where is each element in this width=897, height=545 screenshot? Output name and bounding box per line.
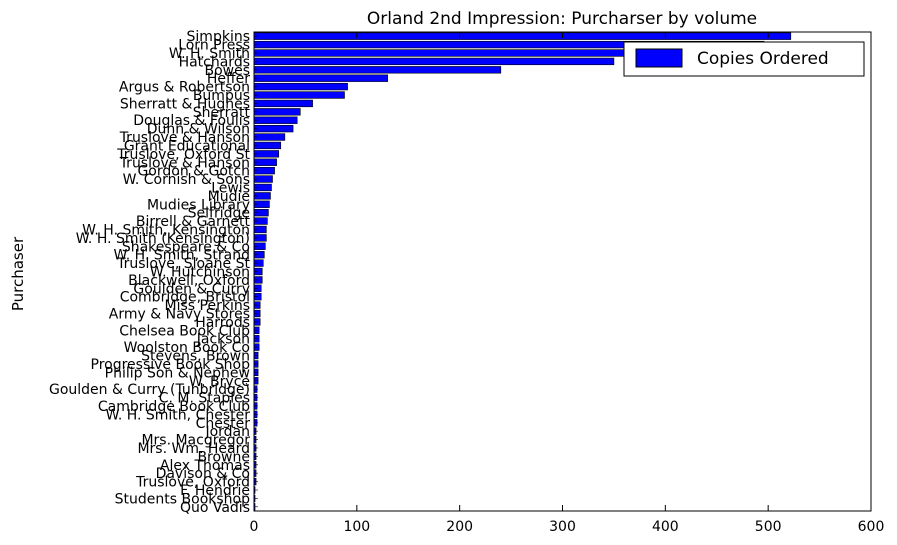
bar [253, 66, 502, 74]
y-tick-label: F. Hendrie [180, 483, 250, 499]
y-tick-label: C. M. Staples [159, 391, 250, 407]
y-tick-label: Woolston Book Co [124, 340, 250, 356]
y-tick-label: Heffer [207, 71, 250, 87]
y-tick-label: Mudies Library [147, 197, 250, 213]
y-tick-label: Argus & Robertson [119, 80, 250, 96]
legend: Copies Ordered [623, 41, 865, 77]
y-tick-label: Hatchards [179, 54, 250, 70]
y-tick-label: Blackwell, Oxford [128, 273, 250, 289]
bar [253, 82, 348, 91]
y-tick-label: Simpkins [187, 29, 250, 45]
bar [253, 91, 345, 99]
bar [253, 74, 388, 82]
y-tick-label: Stevens, Brown [141, 349, 250, 365]
y-tick-label: Quo Vadis [180, 500, 250, 516]
legend-swatch [635, 48, 683, 68]
y-tick-label: Truslove & Hanson [119, 155, 250, 171]
x-tick-label: 0 [250, 519, 259, 535]
x-tick-label: 300 [549, 519, 576, 535]
y-tick-label: Bumpus [193, 88, 250, 104]
y-tick-label: Truslove, Oxford St [116, 147, 250, 163]
bar [253, 57, 615, 66]
y-tick-label: Grant Educational [124, 138, 250, 154]
y-tick-label: Chester [196, 416, 251, 432]
plot-frame [253, 31, 872, 512]
y-tick-label: W. Hutchinson [150, 265, 250, 281]
x-tick-label: 200 [446, 519, 473, 535]
y-tick-label: Birrell & Garnett [136, 214, 251, 230]
y-tick-label: Sherratt [193, 105, 251, 121]
y-tick-label: Miss Perkins [165, 298, 250, 314]
y-axis-label: Purchaser [9, 236, 27, 311]
y-tick-label: Harrods [195, 315, 250, 331]
y-tick-label: Browne [197, 449, 250, 465]
chart-title: Orland 2nd Impression: Purcharser by vol… [367, 9, 757, 29]
y-tick-label: W. H. Smith, Strand [114, 248, 250, 264]
x-tick-label: 500 [755, 519, 782, 535]
x-ticks-group: 0 100 200 300 400 500 600 [250, 32, 885, 535]
bar [253, 124, 294, 133]
y-tick-label: Jordan [204, 424, 250, 440]
y-tick-label: Lorn Press [178, 38, 250, 54]
y-tick-label: Combridge, Bristol [120, 290, 250, 306]
legend-label: Copies Ordered [697, 49, 829, 69]
y-tick-label: Bowes [204, 63, 250, 79]
y-tick-label: Students Bookshop [115, 491, 250, 507]
y-tick-label: Truslove, Oxford [135, 475, 250, 491]
y-tick-label: Jackson [196, 332, 250, 348]
y-tick-label: Douglas & Foulis [133, 113, 250, 129]
bar [253, 108, 301, 116]
bar [253, 133, 286, 141]
y-tick-label: Goulden & Curry [133, 281, 250, 297]
bar [253, 141, 282, 150]
y-tick-label: Mrs. Macgregor [141, 433, 250, 449]
y-tick-label: W. Bryce [189, 374, 250, 390]
y-tick-label: W. H. Smith, Kensington [82, 222, 250, 238]
y-tick-label: Alex Thomas [160, 458, 250, 474]
y-tick-label: Mudie [208, 189, 250, 205]
x-tick-label: 100 [343, 519, 370, 535]
x-tick-label: 600 [858, 519, 885, 535]
y-tick-label: W. H. Smith [169, 46, 250, 62]
bar [253, 99, 313, 108]
y-tick-label: W. H. Smith, Chester [106, 407, 251, 423]
bar [253, 116, 298, 124]
y-tick-label: Davison & Co [156, 466, 250, 482]
y-tick-label: Cambridge Book Club [98, 399, 250, 415]
y-tick-label: Chelsea Book Club [119, 323, 250, 339]
bar [253, 32, 792, 40]
y-tick-label: Mrs. Wm. Heard [137, 441, 250, 457]
bars-group [253, 32, 792, 511]
y-tick-label: Goulden & Curry (Tunbridge) [49, 382, 250, 398]
y-tick-label: W. Cornish & Sons [123, 172, 250, 188]
y-tick-label: Shakespeare & Co [122, 239, 250, 255]
y-tick-label: Gordon & Gotch [137, 164, 250, 180]
y-tick-label: Army & Navy Stores [109, 307, 250, 323]
y-tick-label: Philip Son & Nephew [105, 365, 250, 381]
y-tick-label: Sherratt & Hughes [120, 96, 250, 112]
y-tick-label: Progressive Book Shop [91, 357, 251, 373]
y-tick-label: Dunn & Wilson [147, 122, 250, 138]
y-tick-label: Selfridge [188, 206, 250, 222]
y-tick-label: Truslove & Hanson [119, 130, 250, 146]
y-tick-label: W. H. Smith (Kensington) [76, 231, 250, 247]
x-tick-label: 400 [652, 519, 679, 535]
y-tick-label: Lewis [211, 180, 250, 196]
y-tick-label: Truslove, Sloane St [116, 256, 250, 272]
